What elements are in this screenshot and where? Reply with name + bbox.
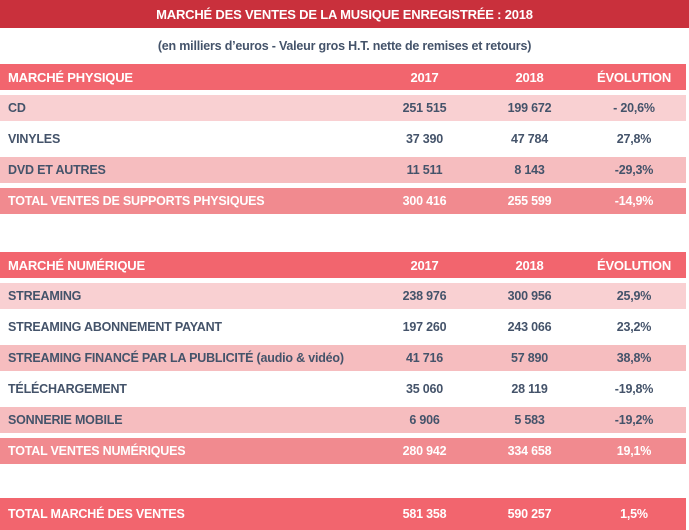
column-header-evolution: ÉVOLUTION <box>596 257 672 273</box>
value-evolution: 23,2% <box>616 320 652 334</box>
row-label: STREAMING <box>8 289 82 303</box>
table-header-row: MARCHÉ NUMÉRIQUE 2017 2018 ÉVOLUTION <box>0 252 686 278</box>
value-2018: 590 257 <box>507 507 552 521</box>
row-label: TOTAL MARCHÉ DES VENTES <box>8 507 185 521</box>
column-header-2018: 2018 <box>515 69 544 85</box>
value-evolution: 1,5% <box>620 507 648 521</box>
row-label: STREAMING ABONNEMENT PAYANT <box>8 320 222 334</box>
row-label: TÉLÉCHARGEMENT <box>8 382 127 396</box>
report-title-banner: MARCHÉ DES VENTES DE LA MUSIQUE ENREGIST… <box>0 0 689 28</box>
row-label: CD <box>8 101 26 115</box>
report-title: MARCHÉ DES VENTES DE LA MUSIQUE ENREGIST… <box>156 6 533 22</box>
value-2017: 197 260 <box>402 320 447 334</box>
row-label: TOTAL VENTES DE SUPPORTS PHYSIQUES <box>8 194 265 208</box>
value-evolution: 25,9% <box>616 289 652 303</box>
table-row-streaming: STREAMING 238 976 300 956 25,9% <box>0 283 686 309</box>
table-row-cd: CD 251 515 199 672 - 20,6% <box>0 95 686 121</box>
column-header-2017: 2017 <box>410 257 439 273</box>
value-evolution: - 20,6% <box>613 101 655 115</box>
column-header-evolution: ÉVOLUTION <box>596 69 672 85</box>
value-2017: 581 358 <box>402 507 447 521</box>
value-2018: 300 956 <box>507 289 552 303</box>
value-evolution: 27,8% <box>616 132 652 146</box>
value-evolution: 38,8% <box>616 351 652 365</box>
value-2017: 11 511 <box>406 163 443 177</box>
table-physical-market: MARCHÉ PHYSIQUE 2017 2018 ÉVOLUTION CD 2… <box>0 64 689 214</box>
table-row-vinyles: VINYLES 37 390 47 784 27,8% <box>0 126 686 152</box>
table-row-telechargement: TÉLÉCHARGEMENT 35 060 28 119 -19,8% <box>0 376 686 402</box>
table-header-row: MARCHÉ PHYSIQUE 2017 2018 ÉVOLUTION <box>0 64 686 90</box>
value-evolution: -14,9% <box>614 194 654 208</box>
value-2018: 255 599 <box>507 194 552 208</box>
value-2017: 300 416 <box>402 194 447 208</box>
table-row-total-physical: TOTAL VENTES DE SUPPORTS PHYSIQUES 300 4… <box>0 188 686 214</box>
value-2018: 47 784 <box>510 132 549 146</box>
value-2017: 251 515 <box>402 101 447 115</box>
value-2018: 199 672 <box>507 101 552 115</box>
row-label: TOTAL VENTES NUMÉRIQUES <box>8 444 186 458</box>
column-header-market: MARCHÉ PHYSIQUE <box>8 69 133 85</box>
row-label: STREAMING FINANCÉ PAR LA PUBLICITÉ (audi… <box>8 351 344 365</box>
value-2017: 280 942 <box>402 444 447 458</box>
report-subtitle: (en milliers d’euros - Valeur gros H.T. … <box>157 39 532 53</box>
value-2018: 243 066 <box>507 320 552 334</box>
column-header-2017: 2017 <box>410 69 439 85</box>
column-header-2018: 2018 <box>515 257 544 273</box>
value-2018: 28 119 <box>511 382 548 396</box>
table-row-dvd-et-autres: DVD ET AUTRES 11 511 8 143 -29,3% <box>0 157 686 183</box>
value-2018: 334 658 <box>507 444 552 458</box>
table-row-sonnerie-mobile: SONNERIE MOBILE 6 906 5 583 -19,2% <box>0 407 686 433</box>
table-row-streaming-publicite: STREAMING FINANCÉ PAR LA PUBLICITÉ (audi… <box>0 345 686 371</box>
grand-total-row: TOTAL MARCHÉ DES VENTES 581 358 590 257 … <box>0 498 686 530</box>
column-header-market: MARCHÉ NUMÉRIQUE <box>8 257 145 273</box>
row-label: DVD ET AUTRES <box>8 163 106 177</box>
value-2017: 35 060 <box>405 382 444 396</box>
value-2018: 57 890 <box>510 351 549 365</box>
value-evolution: -19,2% <box>614 413 654 427</box>
value-2018: 5 583 <box>514 413 545 427</box>
row-label: SONNERIE MOBILE <box>8 413 123 427</box>
table-grand-total: TOTAL MARCHÉ DES VENTES 581 358 590 257 … <box>0 498 689 530</box>
value-2017: 6 906 <box>409 413 440 427</box>
value-evolution: 19,1% <box>616 444 652 458</box>
value-evolution: -19,8% <box>614 382 654 396</box>
row-label: VINYLES <box>8 132 61 146</box>
table-digital-market: MARCHÉ NUMÉRIQUE 2017 2018 ÉVOLUTION STR… <box>0 252 689 464</box>
table-row-total-digital: TOTAL VENTES NUMÉRIQUES 280 942 334 658 … <box>0 438 686 464</box>
table-row-streaming-abonnement: STREAMING ABONNEMENT PAYANT 197 260 243 … <box>0 314 686 340</box>
value-2017: 41 716 <box>405 351 444 365</box>
value-2017: 238 976 <box>402 289 447 303</box>
value-evolution: -29,3% <box>614 163 654 177</box>
value-2018: 8 143 <box>514 163 545 177</box>
value-2017: 37 390 <box>405 132 444 146</box>
